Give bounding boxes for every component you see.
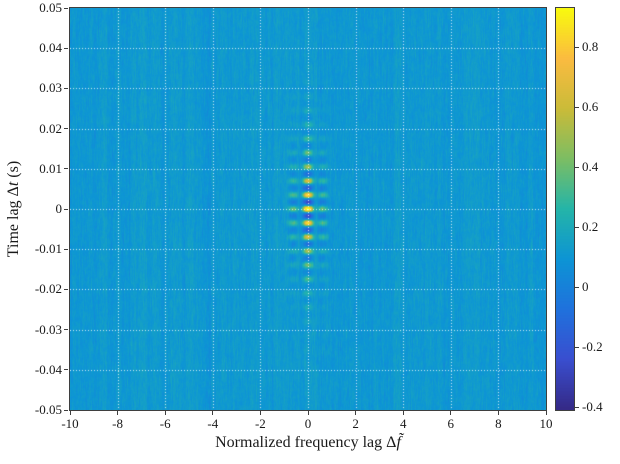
y-tick-label: 0.05: [39, 0, 62, 15]
colorbar-tick-label: 0.4: [582, 159, 599, 174]
plot-area: [69, 7, 547, 411]
x-tick-label: 6: [447, 416, 455, 431]
colorbar-canvas: [556, 8, 574, 410]
y-tick-mark: [64, 248, 68, 250]
x-tick-label: -4: [207, 416, 219, 431]
colorbar-tick-label: 0.2: [582, 219, 599, 234]
colorbar: [555, 7, 575, 411]
y-tick-mark: [64, 288, 68, 290]
colorbar-tick-label: 0: [582, 279, 589, 294]
x-tick-label: 2: [352, 416, 359, 431]
y-tick-label: 0: [55, 201, 63, 216]
colorbar-tick-label: 0.8: [582, 39, 599, 54]
heatmap-canvas: [70, 8, 546, 410]
x-tick-mark: [164, 411, 166, 415]
y-tick-label: -0.03: [34, 321, 62, 337]
y-tick-label: -0.05: [34, 402, 62, 417]
x-tick-label: -2: [254, 416, 266, 431]
y-tick-mark: [64, 7, 68, 9]
y-tick-mark: [64, 168, 68, 170]
x-axis-label-variable: f̃: [396, 434, 401, 451]
x-tick-label: 0: [304, 416, 312, 431]
colorbar-tick-mark: [575, 286, 579, 288]
x-tick-mark: [497, 411, 499, 415]
y-tick-mark: [64, 369, 68, 371]
colorbar-tick-mark: [575, 106, 579, 108]
colorbar-tick-label: 0.6: [582, 99, 599, 114]
x-tick-mark: [69, 411, 71, 415]
y-tick-mark: [64, 128, 68, 130]
y-tick-mark: [64, 409, 68, 411]
colorbar-tick-mark: [575, 46, 579, 48]
y-axis-label-suffix: (s): [5, 160, 22, 182]
y-tick-label: 0.03: [39, 80, 62, 96]
x-tick-label: 4: [399, 416, 407, 431]
x-tick-label: 10: [539, 416, 553, 431]
colorbar-tick-mark: [575, 346, 579, 348]
x-tick-mark: [355, 411, 357, 415]
y-axis-label: Time lag Δt (s): [5, 161, 23, 257]
colorbar-tick-mark: [575, 226, 579, 228]
x-tick-mark: [450, 411, 452, 415]
x-tick-mark: [259, 411, 261, 415]
colorbar-tick-label: -0.4: [582, 399, 603, 414]
colorbar-tick-mark: [575, 166, 579, 168]
y-axis-label-variable: t: [5, 181, 22, 187]
y-tick-label: 0.01: [39, 160, 62, 176]
y-tick-label: -0.01: [34, 241, 62, 257]
y-tick-label: -0.02: [34, 281, 62, 297]
x-tick-mark: [307, 411, 309, 415]
x-tick-label: 8: [495, 416, 502, 431]
y-tick-label: -0.04: [34, 361, 62, 377]
y-tick-mark: [64, 47, 68, 49]
y-tick-mark: [64, 208, 68, 210]
y-tick-mark: [64, 329, 68, 331]
y-tick-label: 0.04: [39, 40, 62, 56]
x-axis-label: Normalized frequency lag Δf̃: [215, 434, 401, 452]
x-tick-mark: [212, 411, 214, 415]
x-tick-label: -6: [159, 416, 171, 431]
colorbar-tick-mark: [575, 406, 579, 408]
x-tick-mark: [402, 411, 404, 415]
y-tick-label: 0.02: [39, 120, 62, 136]
y-axis-label-prefix: Time lag Δ: [5, 186, 22, 258]
x-tick-label: -8: [112, 416, 124, 431]
x-axis-label-prefix: Normalized frequency lag Δ: [215, 434, 397, 451]
y-tick-mark: [64, 87, 68, 89]
x-tick-label: -10: [61, 416, 79, 431]
x-tick-mark: [545, 411, 547, 415]
colorbar-tick-label: -0.2: [582, 339, 603, 354]
x-tick-mark: [117, 411, 119, 415]
